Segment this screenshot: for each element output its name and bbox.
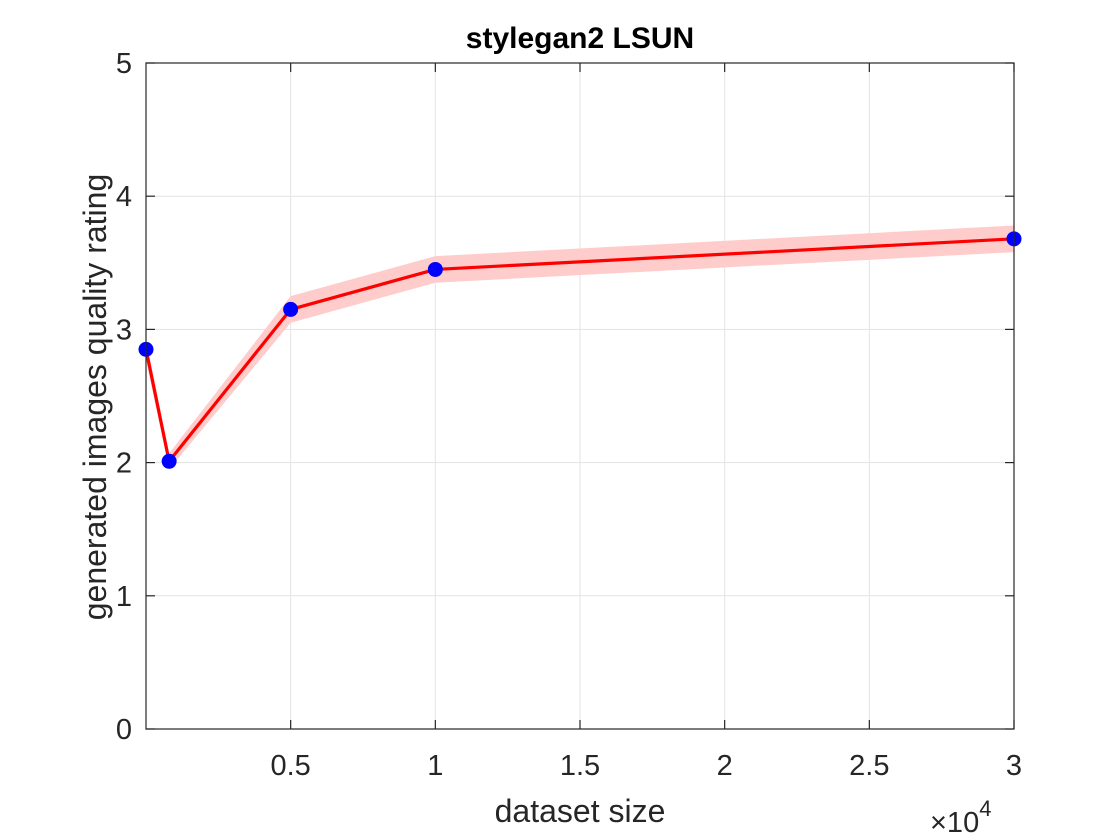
y-axis-label: generated images quality rating bbox=[77, 174, 113, 621]
chart-title: stylegan2 LSUN bbox=[466, 22, 694, 55]
y-tick-label: 4 bbox=[116, 181, 132, 213]
x-tick-label: 2.5 bbox=[849, 750, 889, 782]
x-tick-labels: 0.5 1 1.5 2 2.5 3 bbox=[271, 750, 1023, 782]
x-tick-label: 0.5 bbox=[271, 750, 311, 782]
data-point bbox=[283, 301, 299, 317]
y-tick-label: 1 bbox=[116, 581, 132, 613]
tick-marks bbox=[146, 62, 1015, 730]
data-point bbox=[427, 261, 443, 277]
y-tick-label: 5 bbox=[116, 48, 132, 80]
y-tick-label: 2 bbox=[116, 448, 132, 480]
y-tick-label: 0 bbox=[116, 714, 132, 746]
x-tick-label: 3 bbox=[1006, 750, 1022, 782]
x-axis-multiplier-exponent: 4 bbox=[979, 796, 991, 821]
confidence-band-layer bbox=[146, 225, 1014, 470]
x-tick-label: 1.5 bbox=[560, 750, 600, 782]
x-tick-label: 1 bbox=[427, 750, 443, 782]
x-axis-multiplier: ×104 bbox=[930, 796, 991, 839]
confidence-band bbox=[146, 225, 1014, 470]
grid-lines bbox=[146, 62, 1015, 730]
x-axis-multiplier-base: ×10 bbox=[930, 807, 979, 839]
x-tick-label: 2 bbox=[717, 750, 733, 782]
y-tick-label: 3 bbox=[116, 314, 132, 346]
y-tick-labels: 0 1 2 3 4 5 bbox=[116, 48, 132, 746]
x-axis-label: dataset size bbox=[495, 793, 666, 829]
data-point bbox=[161, 453, 177, 469]
